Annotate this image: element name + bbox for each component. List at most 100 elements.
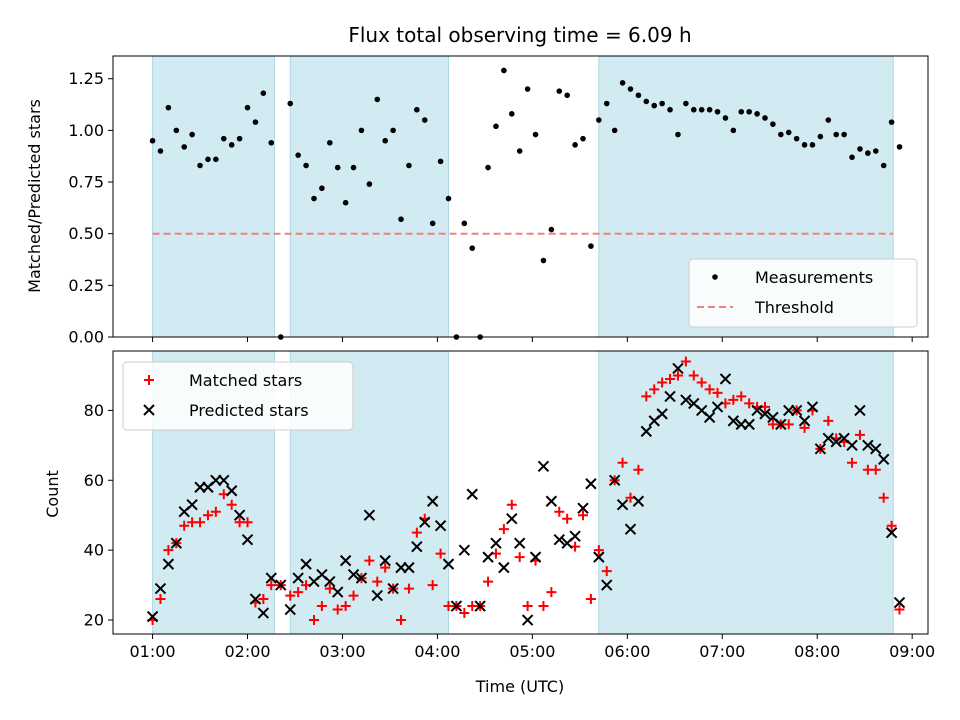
measurement-point xyxy=(857,146,863,152)
predicted-star-point xyxy=(186,499,198,511)
matched-star-point xyxy=(155,594,166,605)
matched-star-point xyxy=(894,604,905,615)
matched-star-point xyxy=(633,464,644,475)
predicted-star-point xyxy=(664,390,676,403)
matched-star-point xyxy=(427,580,438,591)
measurement-point xyxy=(189,131,195,138)
measurement-point xyxy=(722,115,729,121)
matched-star-point xyxy=(657,377,668,388)
matched-star-point xyxy=(435,548,446,559)
predicted-star-point xyxy=(265,572,277,584)
predicted-star-point xyxy=(854,404,866,417)
measurement-point xyxy=(252,119,259,125)
predicted-star-point xyxy=(830,436,842,448)
matched-star-point xyxy=(728,394,739,405)
measurement-point xyxy=(738,108,745,115)
measurement-point xyxy=(635,92,642,99)
predicted-star-point xyxy=(233,509,246,521)
matched-star-point xyxy=(617,457,628,468)
predicted-star-point xyxy=(146,610,159,623)
predicted-star-point xyxy=(569,530,581,542)
matched-star-point xyxy=(483,576,494,587)
y-tick-label: 1.25 xyxy=(68,69,104,88)
measurement-point xyxy=(181,144,188,150)
measurement-point xyxy=(762,115,768,121)
predicted-star-point xyxy=(419,516,431,528)
x-tick-label: 05:00 xyxy=(509,642,555,661)
matched-star-point xyxy=(258,594,269,605)
predicted-star-point xyxy=(162,558,175,570)
measurement-point xyxy=(572,142,578,148)
measurement-point xyxy=(801,142,808,148)
matched-star-point xyxy=(372,576,383,587)
matched-star-point xyxy=(593,545,604,556)
measurement-point xyxy=(841,131,847,138)
measurement-point xyxy=(213,156,219,163)
predicted-star-point xyxy=(537,460,550,473)
matched-star-point xyxy=(665,373,676,384)
predicted-star-point xyxy=(387,582,399,595)
predicted-star-point xyxy=(300,558,312,570)
shaded-interval xyxy=(598,350,894,635)
matched-star-point xyxy=(546,587,557,598)
matched-star-point xyxy=(348,590,359,601)
measurement-point xyxy=(508,111,515,117)
predicted-star-point xyxy=(434,519,447,532)
predicted-star-point xyxy=(577,502,589,514)
measurement-point xyxy=(651,102,658,109)
y-tick-label: 0.00 xyxy=(68,328,104,347)
predicted-star-point xyxy=(846,439,858,452)
predicted-star-point xyxy=(656,408,668,420)
measurement-point xyxy=(580,135,586,142)
predicted-star-point xyxy=(466,488,478,500)
measurement-point xyxy=(690,106,697,113)
predicted-star-point xyxy=(257,607,270,619)
matched-star-point xyxy=(680,356,691,367)
measurement-point xyxy=(564,92,570,99)
matched-star-point xyxy=(783,419,794,430)
predicted-star-point xyxy=(154,582,167,595)
count-y-axis-label: Count xyxy=(43,470,62,518)
predicted-star-point xyxy=(640,425,653,438)
measurement-point xyxy=(825,117,832,123)
measurement-point xyxy=(149,137,156,144)
predicted-star-point xyxy=(885,526,898,539)
measurement-point xyxy=(374,96,381,103)
predicted-star-point xyxy=(225,485,238,497)
plot-frame xyxy=(112,350,929,635)
predicted-star-point xyxy=(498,561,510,574)
predicted-star-point xyxy=(814,443,827,455)
predicted-star-point xyxy=(284,603,296,616)
matched-star-point xyxy=(744,398,755,409)
matched-star-point xyxy=(411,527,422,538)
legend-x-marker xyxy=(143,404,155,416)
matched-star-point xyxy=(554,506,565,517)
shaded-interval xyxy=(152,55,275,338)
measurement-point xyxy=(548,226,555,233)
measurement-point xyxy=(588,243,594,249)
matched-star-point xyxy=(696,377,707,388)
x-tick-label: 06:00 xyxy=(604,642,650,661)
predicted-star-point xyxy=(218,474,230,486)
matched-star-point xyxy=(562,513,573,524)
predicted-star-point xyxy=(798,415,811,427)
matched-star-point xyxy=(316,601,327,612)
measurement-point xyxy=(173,127,180,134)
predicted-star-point xyxy=(426,495,439,507)
matched-star-point xyxy=(641,391,652,402)
predicted-star-point xyxy=(292,572,304,584)
matched-star-point xyxy=(293,587,304,598)
chart-title: Flux total observing time = 6.09 h xyxy=(348,23,691,47)
predicted-star-point xyxy=(529,551,542,563)
measurement-point xyxy=(493,123,499,130)
measurement-point xyxy=(770,121,776,127)
predicted-star-point xyxy=(347,568,360,581)
predicted-star-point xyxy=(743,418,755,431)
matched-star-point xyxy=(712,387,723,398)
predicted-star-point xyxy=(877,453,890,466)
x-tick-label: 04:00 xyxy=(414,642,460,661)
matched-star-point xyxy=(308,615,319,626)
matched-star-point xyxy=(585,594,596,605)
matched-star-point xyxy=(163,545,174,556)
matched-star-point xyxy=(179,520,190,531)
